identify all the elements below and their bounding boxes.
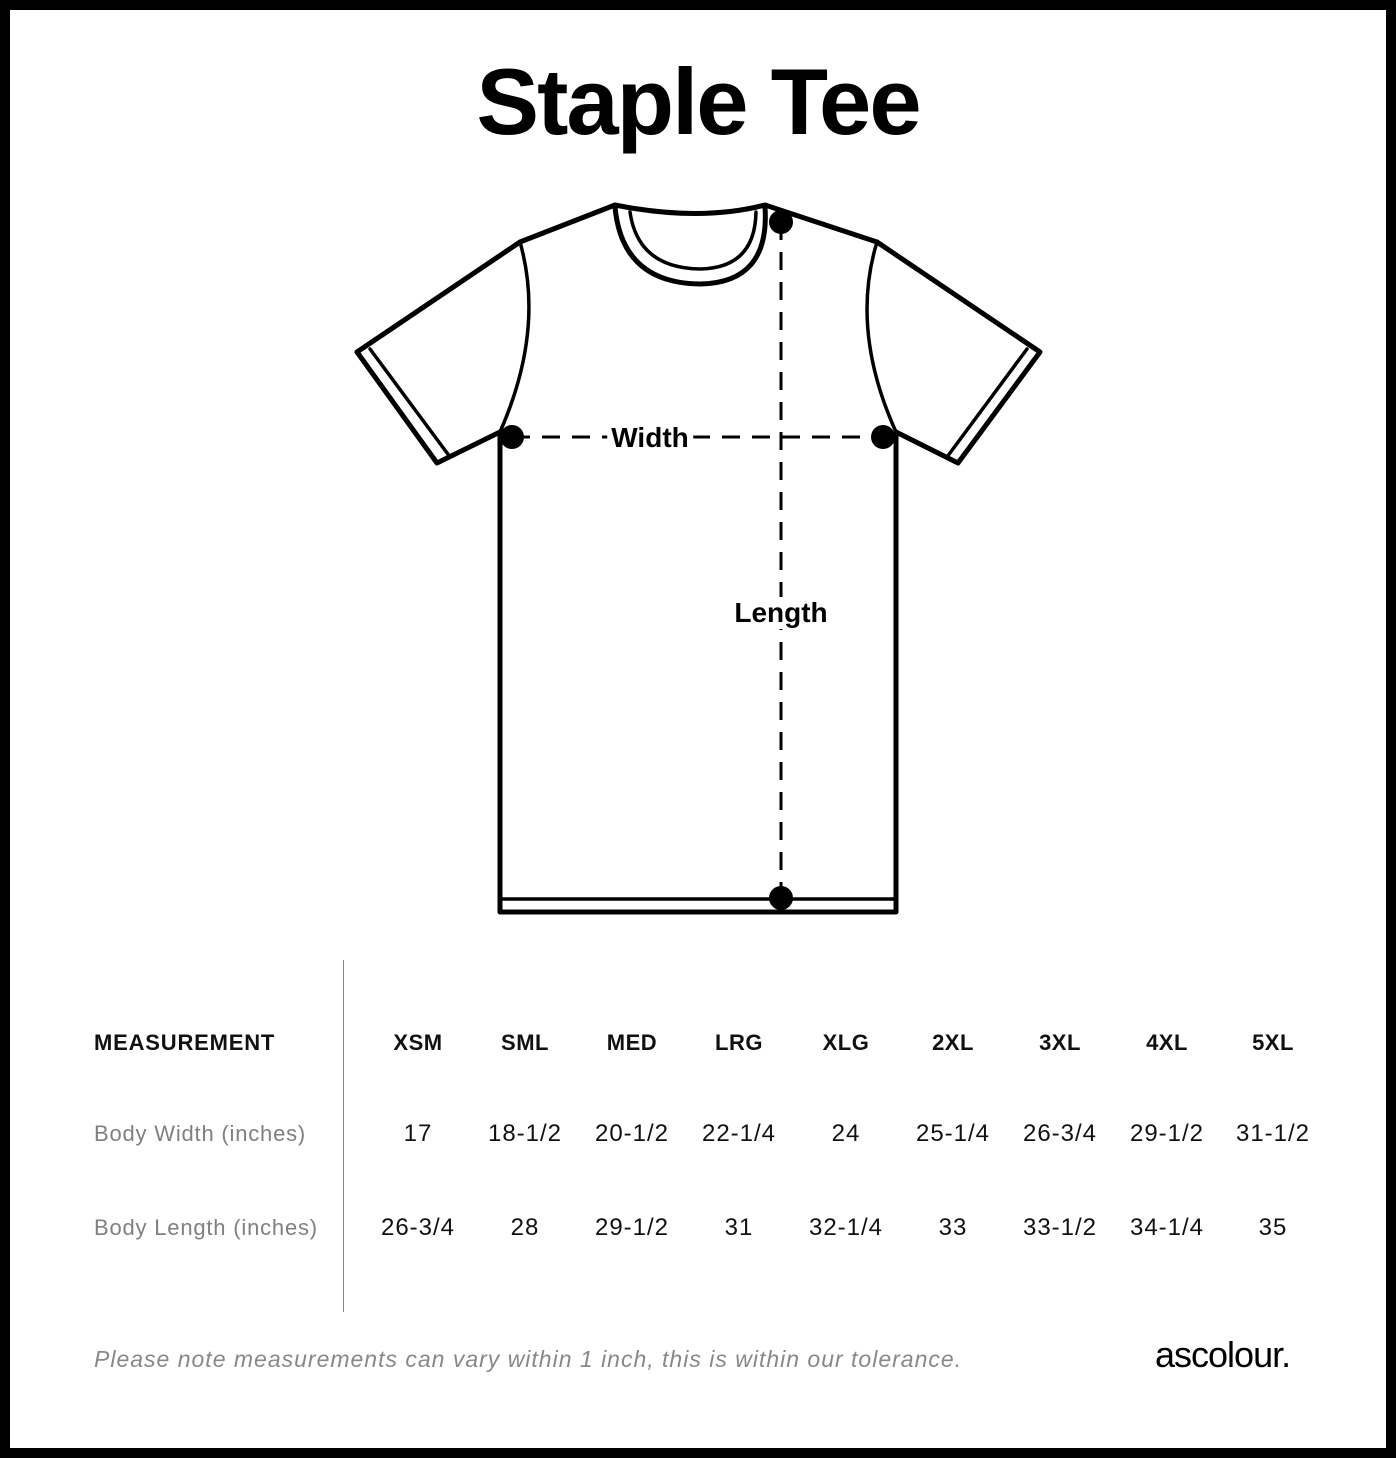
tshirt-outline <box>354 202 1043 915</box>
row-label: Body Width (inches) <box>94 1121 307 1146</box>
size-header: XLG <box>822 1030 870 1055</box>
row-label: Body Length (inches) <box>94 1215 318 1240</box>
size-header: XSM <box>393 1030 443 1055</box>
left-sleeve-seam <box>498 240 531 434</box>
table-cell: 24 <box>831 1120 861 1147</box>
length-bottom-dot <box>769 886 793 910</box>
table-cell: 17 <box>403 1120 433 1147</box>
table-cell: 22-1/4 <box>701 1120 777 1147</box>
width-right-dot <box>871 425 895 449</box>
table-cell: 20-1/2 <box>594 1120 670 1147</box>
width-label: Width <box>607 422 693 454</box>
table-cell: 33-1/2 <box>1022 1214 1098 1241</box>
size-header: 2XL <box>932 1030 974 1055</box>
table-cell: 31 <box>724 1214 754 1241</box>
collar-inner <box>628 210 758 271</box>
table-cell: 32-1/4 <box>808 1214 884 1241</box>
table-cell: 34-1/4 <box>1129 1214 1205 1241</box>
size-header: 4XL <box>1146 1030 1188 1055</box>
tolerance-note: Please note measurements can vary within… <box>94 1346 963 1372</box>
length-top-dot <box>769 210 793 234</box>
table-divider <box>343 960 344 1312</box>
table-cell: 29-1/2 <box>1129 1120 1205 1147</box>
tshirt-diagram <box>354 202 1043 915</box>
brand-logo: ascolour. <box>1155 1334 1291 1375</box>
table-cell: 26-3/4 <box>1022 1120 1098 1147</box>
collar-outer <box>612 204 768 287</box>
width-left-dot <box>500 425 524 449</box>
left-cuff-line <box>368 347 452 459</box>
measurement-header: MEASUREMENT <box>94 1030 276 1055</box>
table-cell: 31-1/2 <box>1235 1120 1311 1147</box>
page-title: Staple Tee <box>476 49 921 154</box>
size-header: MED <box>606 1030 658 1055</box>
size-header: LRG <box>715 1030 763 1055</box>
table-cell: 29-1/2 <box>594 1214 670 1241</box>
length-label: Length <box>730 597 832 629</box>
table-cell: 26-3/4 <box>380 1214 456 1241</box>
table-cell: 28 <box>510 1214 540 1241</box>
right-sleeve-seam <box>865 240 898 434</box>
table-cell: 18-1/2 <box>487 1120 563 1147</box>
size-header: 3XL <box>1039 1030 1081 1055</box>
size-header: 5XL <box>1252 1030 1294 1055</box>
table-cell: 25-1/4 <box>915 1120 991 1147</box>
right-cuff-line <box>945 347 1029 459</box>
size-header: SML <box>501 1030 549 1055</box>
table-cell: 35 <box>1258 1214 1288 1241</box>
table-cell: 33 <box>938 1214 968 1241</box>
